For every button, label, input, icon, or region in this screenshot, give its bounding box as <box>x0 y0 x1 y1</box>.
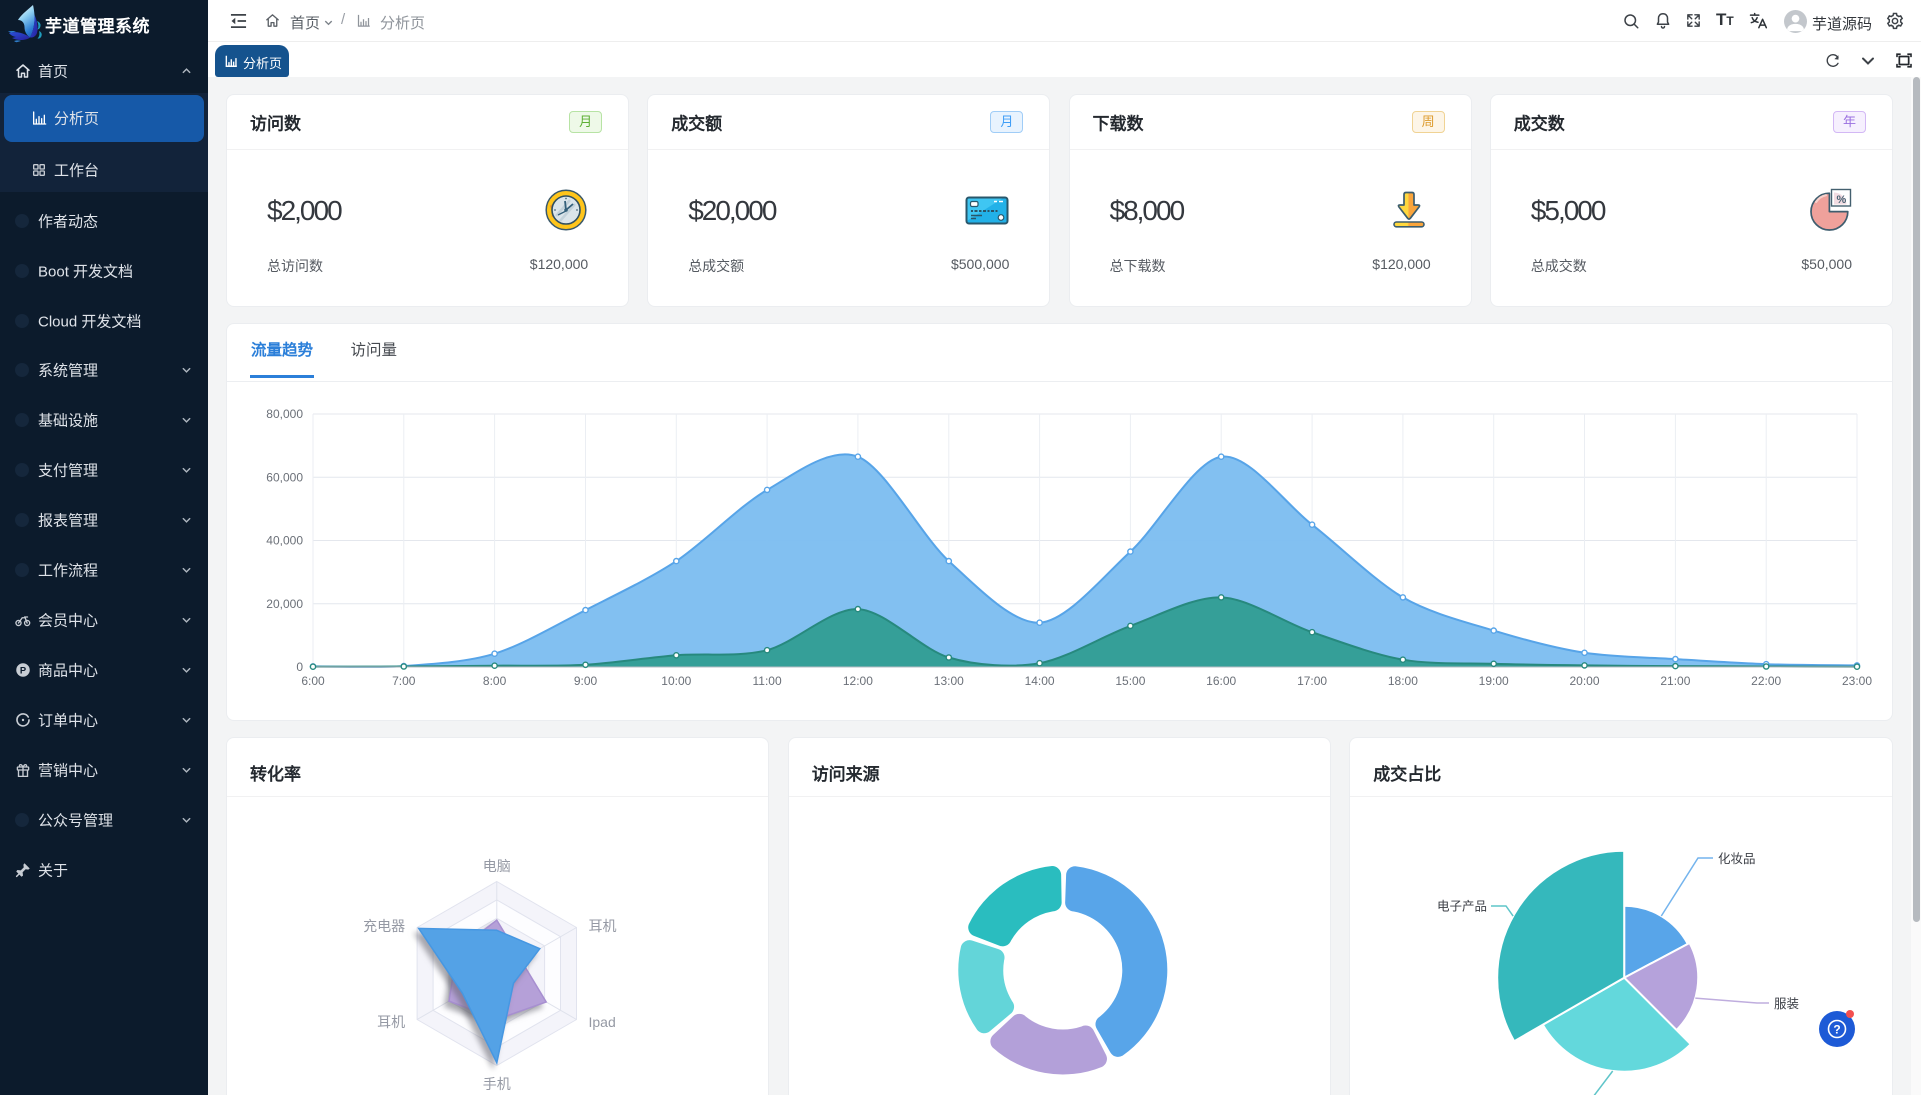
svg-text:服装: 服装 <box>1774 997 1799 1011</box>
svg-text:?: ? <box>1833 1023 1840 1037</box>
svg-text:Ipad: Ipad <box>589 1014 616 1030</box>
svg-text:电脑: 电脑 <box>483 858 511 874</box>
svg-text:手机: 手机 <box>483 1076 511 1092</box>
svg-text:16:00: 16:00 <box>1206 674 1236 688</box>
svg-text:11:00: 11:00 <box>753 674 782 688</box>
svg-text:7:00: 7:00 <box>392 674 416 688</box>
svg-text:P: P <box>20 665 26 675</box>
svg-text:6:00: 6:00 <box>301 674 325 688</box>
svg-text:20:00: 20:00 <box>1569 674 1599 688</box>
svg-text:23:00: 23:00 <box>1842 674 1872 688</box>
svg-text:19:00: 19:00 <box>1479 674 1509 688</box>
svg-text:10:00: 10:00 <box>661 674 691 688</box>
svg-text:14:00: 14:00 <box>1025 674 1055 688</box>
svg-text:化妆品: 化妆品 <box>1718 852 1756 866</box>
svg-text:充电器: 充电器 <box>363 918 405 934</box>
svg-text:18:00: 18:00 <box>1388 674 1418 688</box>
svg-text:22:00: 22:00 <box>1751 674 1781 688</box>
svg-text:耳机: 耳机 <box>377 1014 405 1030</box>
svg-text:耳机: 耳机 <box>589 918 617 934</box>
svg-text:17:00: 17:00 <box>1297 674 1327 688</box>
svg-text:电子产品: 电子产品 <box>1437 900 1487 914</box>
svg-text:0: 0 <box>296 660 303 674</box>
svg-text:20,000: 20,000 <box>266 597 303 611</box>
svg-text:60,000: 60,000 <box>266 470 303 484</box>
svg-text:%: % <box>1836 194 1846 206</box>
svg-text:40,000: 40,000 <box>266 534 303 548</box>
svg-text:21:00: 21:00 <box>1660 674 1690 688</box>
svg-text:15:00: 15:00 <box>1115 674 1145 688</box>
svg-text:13:00: 13:00 <box>934 674 964 688</box>
svg-text:8:00: 8:00 <box>483 674 507 688</box>
svg-text:80,000: 80,000 <box>266 407 303 421</box>
svg-text:9:00: 9:00 <box>574 674 598 688</box>
svg-text:12:00: 12:00 <box>843 674 873 688</box>
